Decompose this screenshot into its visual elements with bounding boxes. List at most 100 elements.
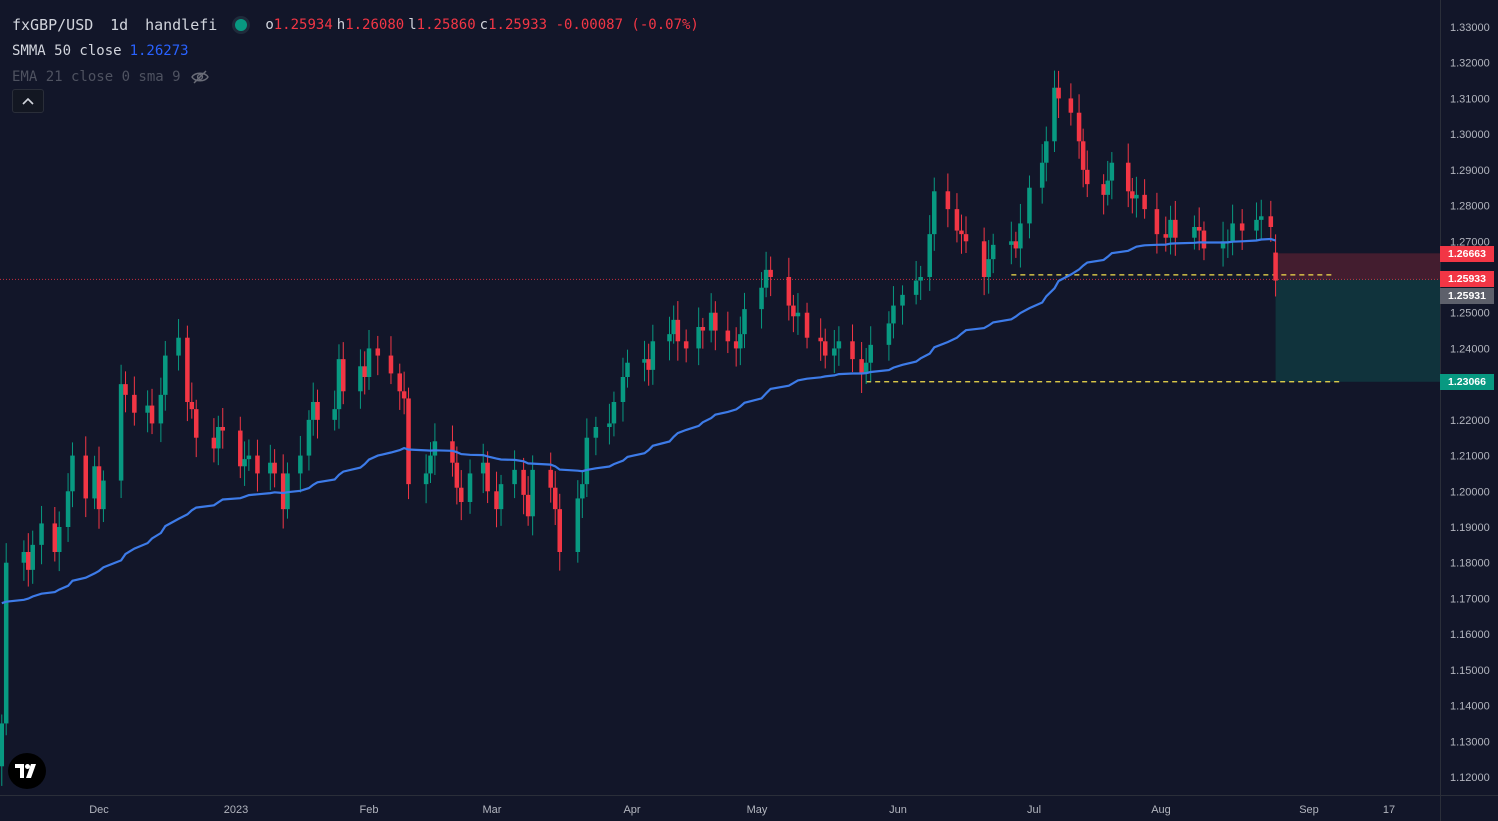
candle-body bbox=[1044, 141, 1049, 163]
ema-label: EMA 21 close 0 sma 9 bbox=[12, 69, 181, 85]
candle-body bbox=[713, 312, 718, 331]
legend-interval[interactable]: 1d bbox=[110, 16, 129, 34]
price-tick-label: 1.19000 bbox=[1450, 522, 1490, 534]
candle-body bbox=[552, 487, 558, 510]
candle-body bbox=[1109, 162, 1115, 181]
price-tick-label: 1.33000 bbox=[1450, 22, 1490, 34]
candle-body bbox=[759, 287, 764, 310]
candle-body bbox=[52, 523, 58, 552]
candle-body bbox=[189, 402, 195, 410]
candle-body bbox=[220, 427, 226, 431]
candle-body bbox=[306, 419, 312, 456]
candle-body bbox=[193, 409, 199, 438]
candle-body bbox=[557, 509, 563, 552]
candle-body bbox=[70, 455, 75, 492]
candle-body bbox=[932, 191, 937, 235]
price-tick-label: 1.27000 bbox=[1450, 236, 1490, 248]
candle-body bbox=[332, 409, 337, 420]
eye-hidden-icon[interactable] bbox=[190, 70, 209, 84]
candle-body bbox=[738, 334, 743, 349]
collapse-legend-button[interactable] bbox=[12, 89, 44, 113]
candle-body bbox=[1130, 191, 1135, 199]
candle-body bbox=[185, 337, 190, 402]
candle-body bbox=[336, 359, 342, 410]
candle-body bbox=[428, 455, 433, 474]
change-value: -0.00087 (-0.07%) bbox=[555, 17, 699, 33]
candle-body bbox=[891, 305, 896, 324]
price-axis[interactable]: 1.33000 1.32000 1.31000 1.30000 1.29000 1.280… bbox=[1450, 22, 1490, 784]
candle-body bbox=[1027, 187, 1032, 224]
candle-body bbox=[607, 423, 612, 427]
candle-body bbox=[868, 344, 873, 363]
candle-body bbox=[725, 330, 731, 342]
candle-body bbox=[485, 462, 490, 492]
time-tick-label: 2023 bbox=[224, 804, 248, 816]
candle-body bbox=[700, 327, 706, 331]
candle-body bbox=[1258, 216, 1264, 220]
candle-body bbox=[494, 491, 499, 510]
price-tick-label: 1.18000 bbox=[1450, 558, 1490, 570]
candle-body bbox=[1268, 216, 1274, 227]
candle-body bbox=[1142, 194, 1147, 210]
candle-body bbox=[611, 402, 617, 424]
candle-body bbox=[26, 552, 31, 570]
candle-body bbox=[280, 473, 286, 510]
candle-body bbox=[1239, 223, 1245, 231]
candle-body bbox=[818, 337, 823, 342]
legend-symbol-row: fxGBP/USD 1d handlefi o 1.25934 h 1.26080 … bbox=[12, 12, 699, 38]
candle-body bbox=[900, 294, 905, 306]
open-value: 1.25934 bbox=[273, 17, 333, 33]
time-axis[interactable]: Dec 2023 Feb Mar Apr May Jun Jul Aug Sep 17 bbox=[89, 804, 1395, 816]
candle-body bbox=[646, 359, 651, 370]
target-price-tag: 1.23066 bbox=[1440, 374, 1494, 390]
candle-body bbox=[432, 441, 438, 456]
price-tick-label: 1.25000 bbox=[1450, 308, 1490, 320]
candle-body bbox=[1068, 98, 1074, 113]
candle-body bbox=[954, 209, 960, 231]
candle-body bbox=[1154, 209, 1160, 235]
candle-body bbox=[246, 455, 252, 460]
time-tick-label: Mar bbox=[483, 804, 502, 816]
tradingview-logo[interactable] bbox=[8, 753, 46, 789]
price-tick-label: 1.24000 bbox=[1450, 343, 1490, 355]
last-price-tag: 1.25933 bbox=[1440, 271, 1494, 287]
candle-body bbox=[1163, 234, 1169, 238]
candle-body bbox=[836, 341, 842, 349]
candle-body bbox=[315, 402, 320, 420]
candle-body bbox=[696, 327, 701, 349]
candle-body bbox=[1013, 241, 1019, 249]
candle-body bbox=[786, 277, 792, 306]
candle-body bbox=[1105, 180, 1111, 195]
candle-body bbox=[1254, 219, 1259, 231]
candle-body bbox=[1052, 87, 1057, 142]
reference-lines bbox=[0, 274, 1440, 383]
candle-body bbox=[118, 384, 124, 481]
candle-body bbox=[56, 527, 62, 552]
candle-body bbox=[458, 487, 464, 502]
candle-body bbox=[255, 455, 260, 474]
candles bbox=[0, 70, 1278, 786]
time-tick-label: Dec bbox=[89, 804, 109, 816]
candle-body bbox=[918, 277, 923, 281]
stop-price-tag: 1.26663 bbox=[1440, 246, 1494, 262]
time-tick-label: Sep bbox=[1299, 804, 1319, 816]
candle-body bbox=[123, 384, 128, 395]
legend-smma-row[interactable]: SMMA 50 close 1.26273 bbox=[12, 38, 699, 64]
candle-body bbox=[310, 402, 316, 420]
candle-body bbox=[530, 469, 535, 517]
legend-symbol[interactable]: fxGBP/USD bbox=[12, 16, 94, 34]
candle-body bbox=[21, 552, 27, 563]
price-tick-label: 1.31000 bbox=[1450, 93, 1490, 105]
candle-body bbox=[620, 377, 626, 402]
candle-body bbox=[216, 427, 221, 449]
close-label: c bbox=[479, 17, 489, 33]
candle-body bbox=[1018, 223, 1023, 249]
candle-body bbox=[242, 459, 247, 467]
candle-body bbox=[362, 366, 367, 377]
candle-body bbox=[580, 484, 585, 499]
legend-ema-row[interactable]: EMA 21 close 0 sma 9 bbox=[12, 64, 699, 90]
candle-body bbox=[454, 462, 460, 488]
high-value: 1.26080 bbox=[345, 17, 405, 33]
candle-body bbox=[406, 398, 411, 485]
